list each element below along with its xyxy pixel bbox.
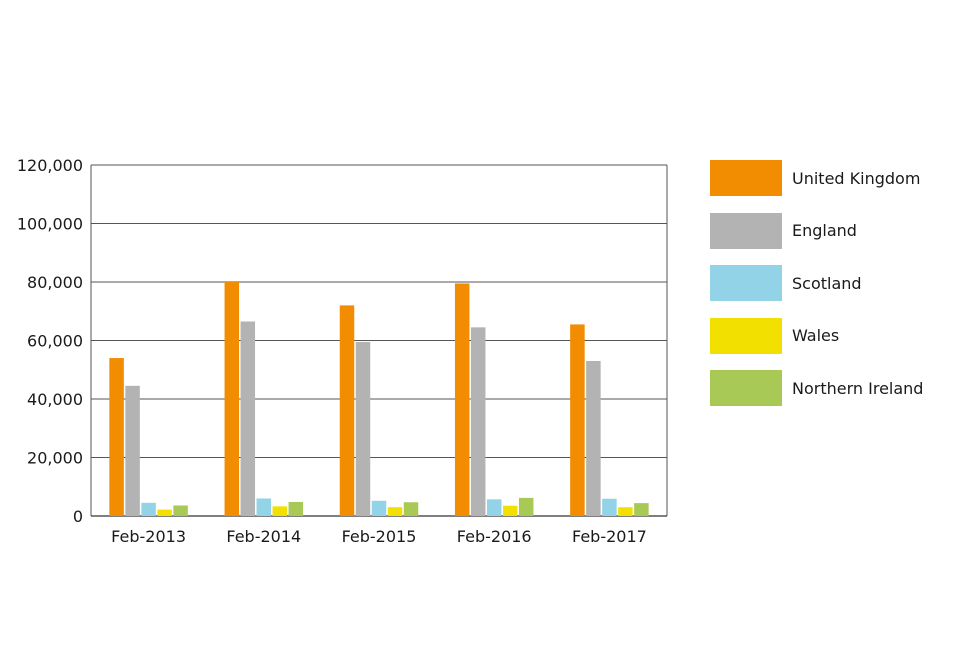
bar-northern-ireland	[634, 503, 649, 516]
legend-item: Scotland	[710, 265, 950, 301]
bar-wales	[272, 506, 288, 516]
bar-scotland	[371, 500, 387, 516]
x-tick-label: Feb-2014	[226, 527, 301, 546]
legend-swatch	[710, 317, 782, 354]
legend-label: England	[792, 221, 857, 240]
legend-label: Northern Ireland	[792, 378, 924, 398]
y-tick-label: 40,000	[27, 390, 83, 409]
legend-swatch	[710, 160, 782, 196]
y-tick-label: 120,000	[17, 156, 83, 175]
bar-scotland	[602, 498, 617, 516]
bar-united-kingdom	[224, 282, 240, 516]
bar-wales	[502, 505, 518, 516]
legend-label: Scotland	[792, 273, 862, 293]
bar-wales	[618, 507, 633, 516]
bar-england	[355, 341, 371, 516]
bar-northern-ireland	[518, 497, 534, 516]
x-tick-label: Feb-2017	[572, 527, 647, 546]
bar-united-kingdom	[109, 358, 124, 516]
bar-wales	[157, 509, 172, 516]
legend-swatch	[710, 370, 782, 406]
bar-northern-ireland	[288, 501, 304, 516]
bar-scotland	[256, 498, 272, 516]
bar-scotland	[486, 499, 502, 516]
bar-united-kingdom	[339, 305, 355, 516]
y-tick-label: 100,000	[17, 215, 83, 234]
y-tick-label: 80,000	[27, 273, 83, 292]
legend: United Kingdom England Scotland Wales Northe…	[710, 160, 950, 423]
legend-label: United Kingdom	[792, 168, 921, 188]
bar-northern-ireland	[173, 505, 188, 516]
y-tick-label: 0	[73, 507, 83, 526]
bar-united-kingdom	[454, 283, 470, 516]
bar-united-kingdom	[570, 324, 585, 516]
legend-swatch	[710, 265, 782, 301]
bar-england	[125, 385, 140, 516]
x-tick-label: Feb-2015	[342, 527, 417, 546]
legend-item: England	[710, 212, 950, 249]
legend-item: United Kingdom	[710, 160, 950, 196]
legend-swatch	[710, 212, 782, 249]
x-tick-label: Feb-2013	[111, 527, 186, 546]
y-tick-label: 60,000	[27, 332, 83, 351]
legend-label: Wales	[792, 326, 840, 345]
bar-england	[470, 327, 486, 516]
legend-item: Northern Ireland	[710, 370, 950, 406]
bar-northern-ireland	[403, 502, 419, 516]
bar-england	[240, 321, 256, 516]
y-tick-label: 20,000	[27, 449, 83, 468]
x-tick-label: Feb-2016	[457, 527, 532, 546]
bar-wales	[387, 507, 403, 516]
bar-scotland	[141, 502, 156, 516]
legend-item: Wales	[710, 317, 950, 354]
bar-england	[586, 360, 601, 516]
